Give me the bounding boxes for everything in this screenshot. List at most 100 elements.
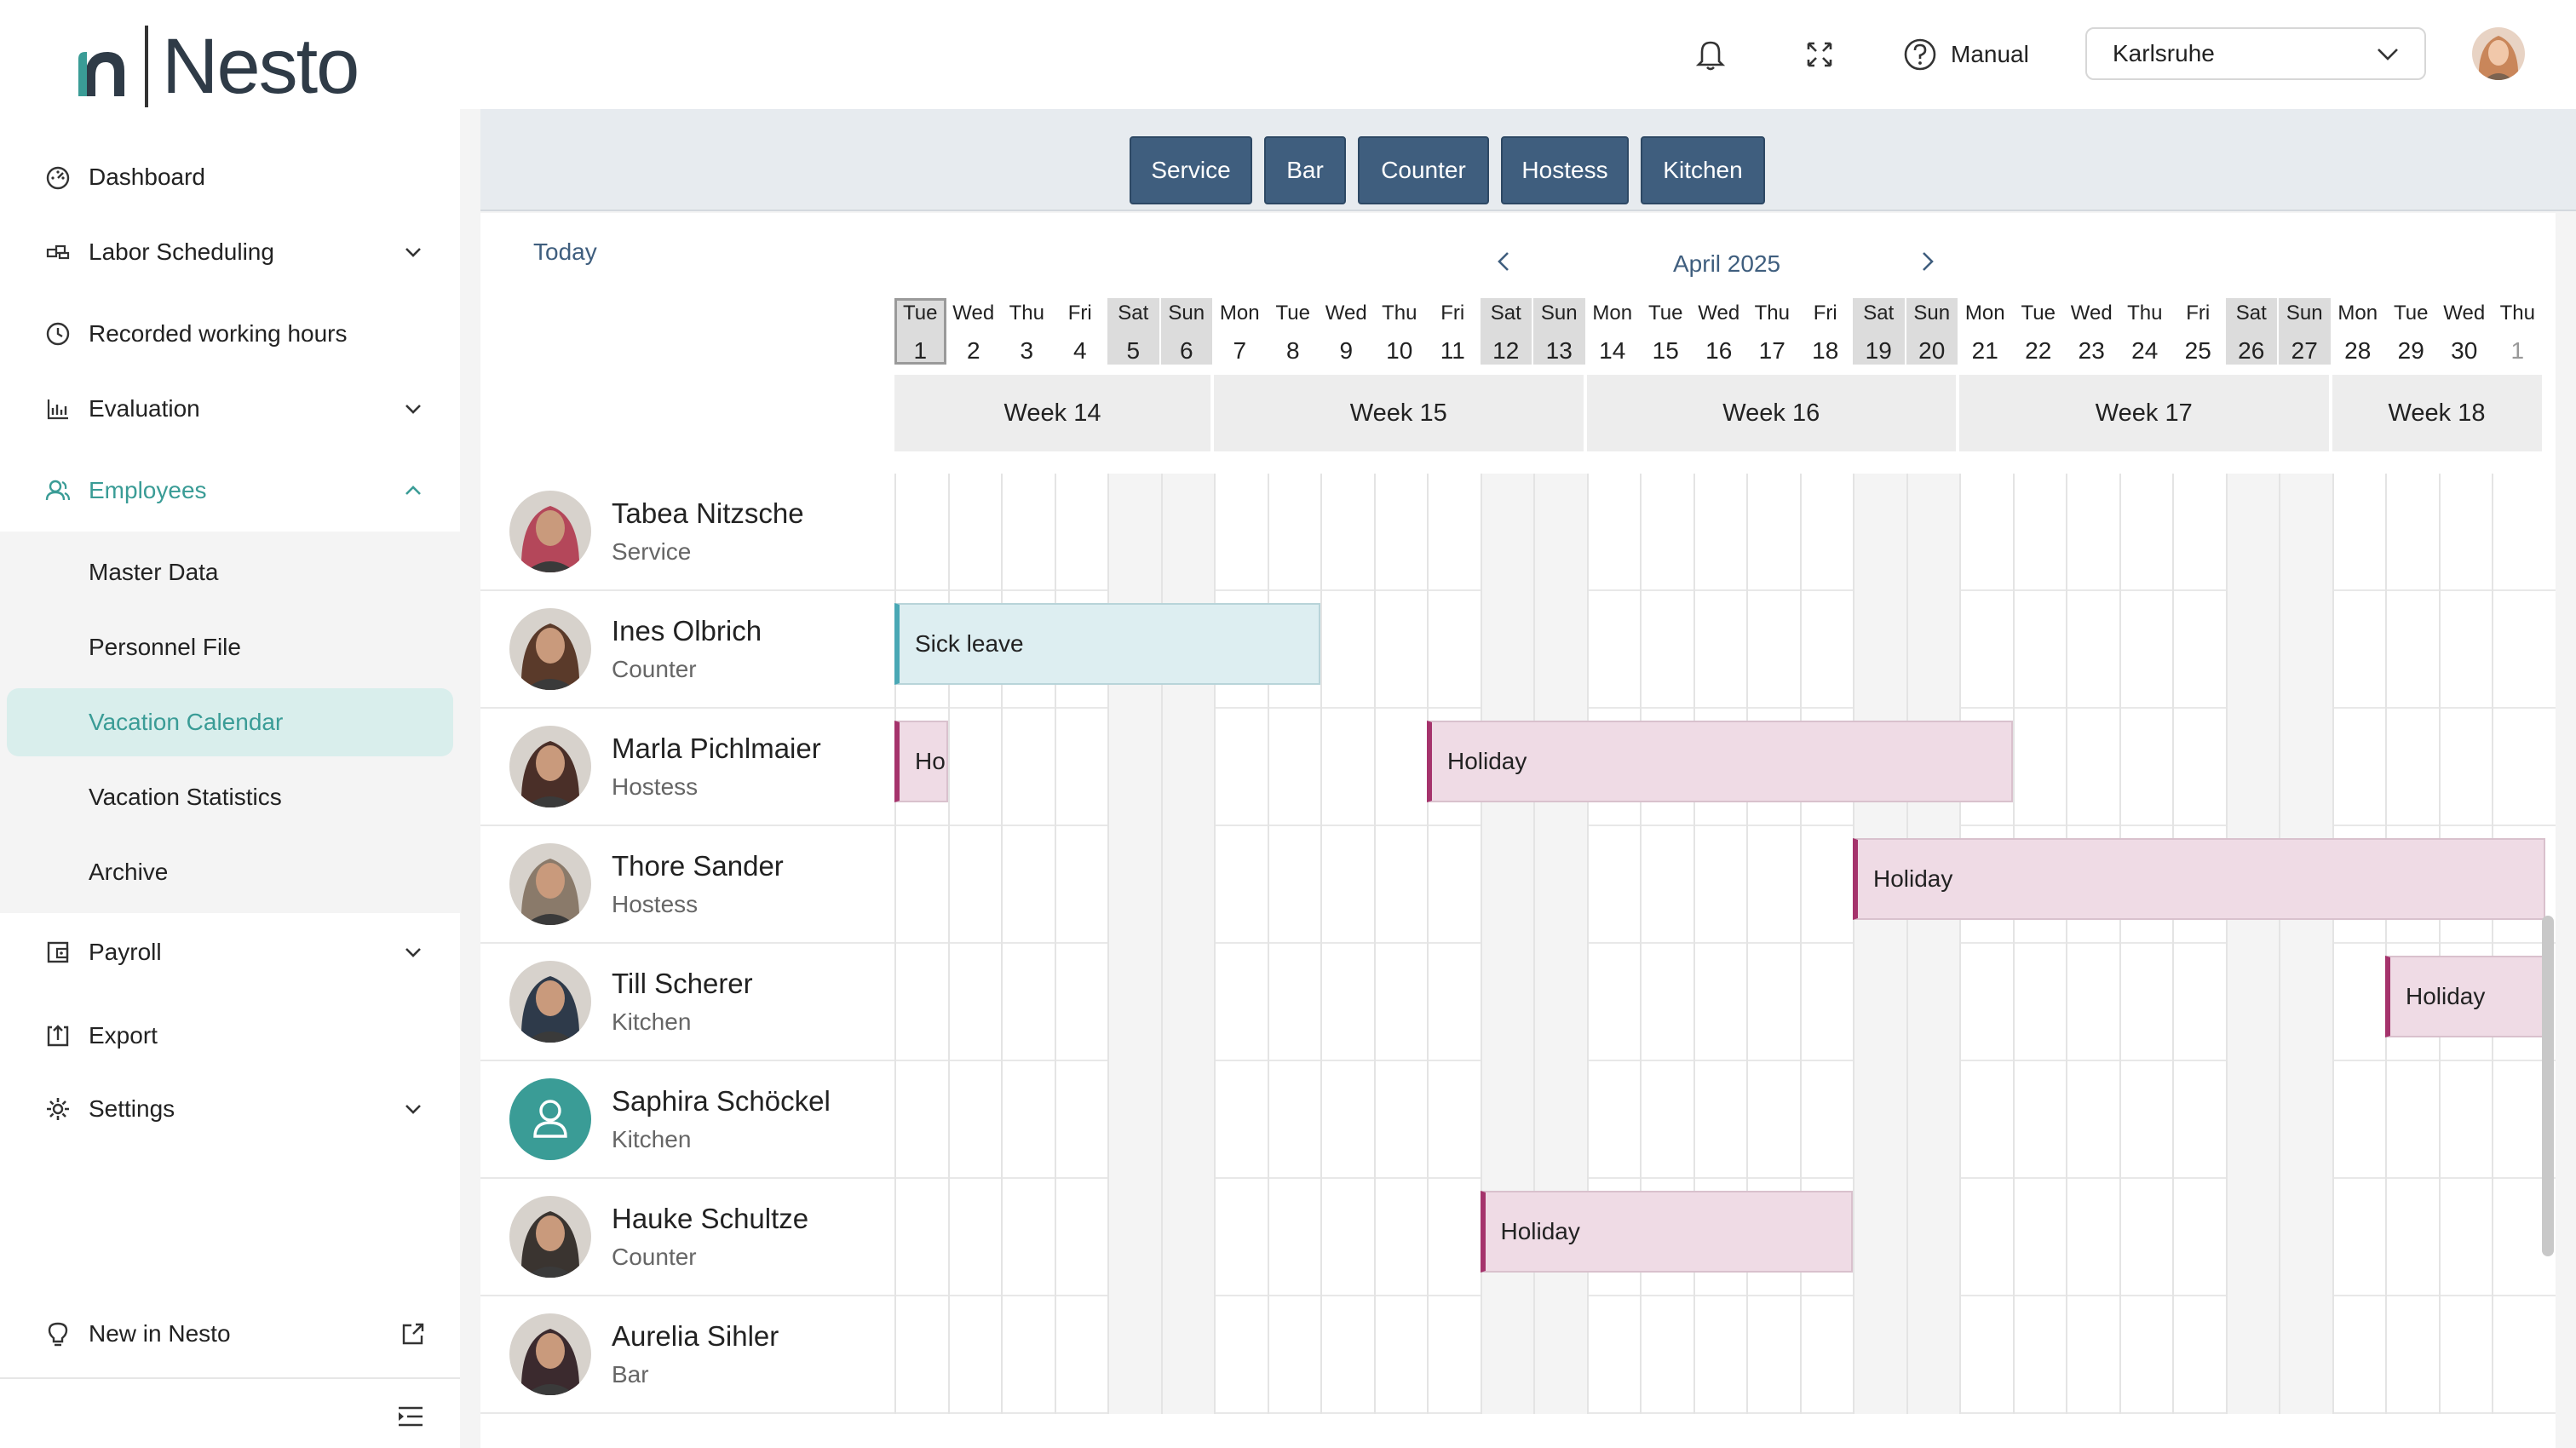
day-cell[interactable] <box>947 826 1002 944</box>
day-cell[interactable] <box>1693 826 1747 944</box>
employee-avatar[interactable] <box>509 843 591 925</box>
day-cell[interactable] <box>894 1179 948 1296</box>
day-cell[interactable] <box>1001 1179 1055 1296</box>
sidebar-subitem-vacation-statistics[interactable]: Vacation Statistics <box>7 763 453 831</box>
employee-name[interactable]: Marla Pichlmaier <box>612 733 821 764</box>
day-cell[interactable] <box>1427 474 1481 591</box>
day-cell[interactable] <box>1693 944 1747 1061</box>
employee-avatar[interactable] <box>509 1196 591 1278</box>
day-cell[interactable] <box>1427 591 1481 709</box>
day-cell[interactable] <box>2438 474 2493 591</box>
day-cell[interactable] <box>1107 826 1161 944</box>
day-cell[interactable] <box>1214 944 1268 1061</box>
day-cell[interactable] <box>1214 826 1268 944</box>
day-cell[interactable] <box>1959 944 2013 1061</box>
manual-link[interactable]: Manual <box>1903 31 2029 78</box>
day-cell[interactable] <box>1906 1061 1959 1179</box>
day-cell[interactable] <box>2012 1179 2067 1296</box>
day-cell[interactable] <box>1214 1061 1268 1179</box>
day-cell[interactable] <box>1959 1179 2013 1296</box>
day-cell[interactable] <box>1693 474 1747 591</box>
day-cell[interactable] <box>1427 1061 1481 1179</box>
day-cell[interactable] <box>1533 474 1587 591</box>
day-cell[interactable] <box>1959 1061 2013 1179</box>
day-cell[interactable] <box>1746 826 1800 944</box>
day-cell[interactable] <box>2225 944 2279 1061</box>
sick-leave-bar[interactable]: Sick leave <box>894 603 1320 685</box>
day-cell[interactable] <box>947 709 1002 826</box>
day-cell[interactable] <box>1480 474 1533 591</box>
today-button[interactable]: Today <box>533 238 597 265</box>
day-cell[interactable] <box>1746 474 1800 591</box>
day-cell[interactable] <box>2279 944 2332 1061</box>
day-cell[interactable] <box>1427 1296 1481 1414</box>
day-cell[interactable] <box>2279 591 2332 709</box>
day-cell[interactable] <box>1054 474 1108 591</box>
day-cell[interactable] <box>2119 474 2173 591</box>
day-cell[interactable] <box>2066 1061 2119 1179</box>
day-cell[interactable] <box>2066 944 2119 1061</box>
day-cell[interactable] <box>2225 709 2279 826</box>
day-cell[interactable] <box>2332 1296 2386 1414</box>
day-cell[interactable] <box>1533 1296 1587 1414</box>
day-cell[interactable] <box>2172 1296 2226 1414</box>
day-cell[interactable] <box>2332 474 2386 591</box>
day-cell[interactable] <box>1267 1061 1321 1179</box>
day-cell[interactable] <box>1267 1296 1321 1414</box>
day-cell[interactable] <box>2225 591 2279 709</box>
holiday-bar[interactable]: Holiday <box>1427 721 2013 802</box>
day-cell[interactable] <box>1640 1061 1693 1179</box>
day-cell[interactable] <box>2332 591 2386 709</box>
day-cell[interactable] <box>2119 1179 2173 1296</box>
employee-name[interactable]: Tabea Nitzsche <box>612 497 804 529</box>
day-cell[interactable] <box>1001 1061 1055 1179</box>
day-cell[interactable] <box>1533 591 1587 709</box>
day-cell[interactable] <box>1853 944 1906 1061</box>
day-cell[interactable] <box>2332 1061 2386 1179</box>
day-cell[interactable] <box>1267 944 1321 1061</box>
day-cell[interactable] <box>1320 1061 1374 1179</box>
day-cell[interactable] <box>1853 474 1906 591</box>
day-cell[interactable] <box>1054 709 1108 826</box>
day-cell[interactable] <box>1586 474 1641 591</box>
day-cell[interactable] <box>2332 944 2386 1061</box>
sidebar-subitem-personnel-file[interactable]: Personnel File <box>7 613 453 681</box>
day-cell[interactable] <box>1160 1061 1214 1179</box>
day-cell[interactable] <box>2066 1296 2119 1414</box>
day-cell[interactable] <box>2279 474 2332 591</box>
day-cell[interactable] <box>2119 591 2173 709</box>
day-cell[interactable] <box>1693 1061 1747 1179</box>
day-cell[interactable] <box>2119 709 2173 826</box>
day-cell[interactable] <box>2438 1296 2493 1414</box>
day-cell[interactable] <box>1001 709 1055 826</box>
day-cell[interactable] <box>1001 1296 1055 1414</box>
day-cell[interactable] <box>1586 591 1641 709</box>
sidebar-item-employees[interactable]: Employees <box>0 457 460 525</box>
day-cell[interactable] <box>1906 944 1959 1061</box>
day-cell[interactable] <box>1906 1296 1959 1414</box>
day-cell[interactable] <box>1107 1061 1161 1179</box>
day-cell[interactable] <box>894 944 948 1061</box>
day-cell[interactable] <box>1160 1296 1214 1414</box>
day-cell[interactable] <box>1267 1179 1321 1296</box>
day-cell[interactable] <box>1373 474 1428 591</box>
day-cell[interactable] <box>1373 709 1428 826</box>
day-cell[interactable] <box>1906 1179 1959 1296</box>
day-cell[interactable] <box>1214 1179 1268 1296</box>
day-cell[interactable] <box>1373 1179 1428 1296</box>
day-cell[interactable] <box>1640 826 1693 944</box>
day-cell[interactable] <box>1054 944 1108 1061</box>
day-cell[interactable] <box>1799 591 1854 709</box>
day-cell[interactable] <box>1054 1179 1108 1296</box>
day-cell[interactable] <box>1373 591 1428 709</box>
day-cell[interactable] <box>2438 1061 2493 1179</box>
day-cell[interactable] <box>2492 474 2545 591</box>
day-cell[interactable] <box>1746 1061 1800 1179</box>
day-cell[interactable] <box>1799 1061 1854 1179</box>
day-cell[interactable] <box>1480 826 1533 944</box>
day-cell[interactable] <box>2385 1061 2439 1179</box>
day-cell[interactable] <box>1480 1061 1533 1179</box>
day-cell[interactable] <box>1586 1296 1641 1414</box>
bell-icon[interactable] <box>1688 32 1733 77</box>
day-cell[interactable] <box>2225 1296 2279 1414</box>
